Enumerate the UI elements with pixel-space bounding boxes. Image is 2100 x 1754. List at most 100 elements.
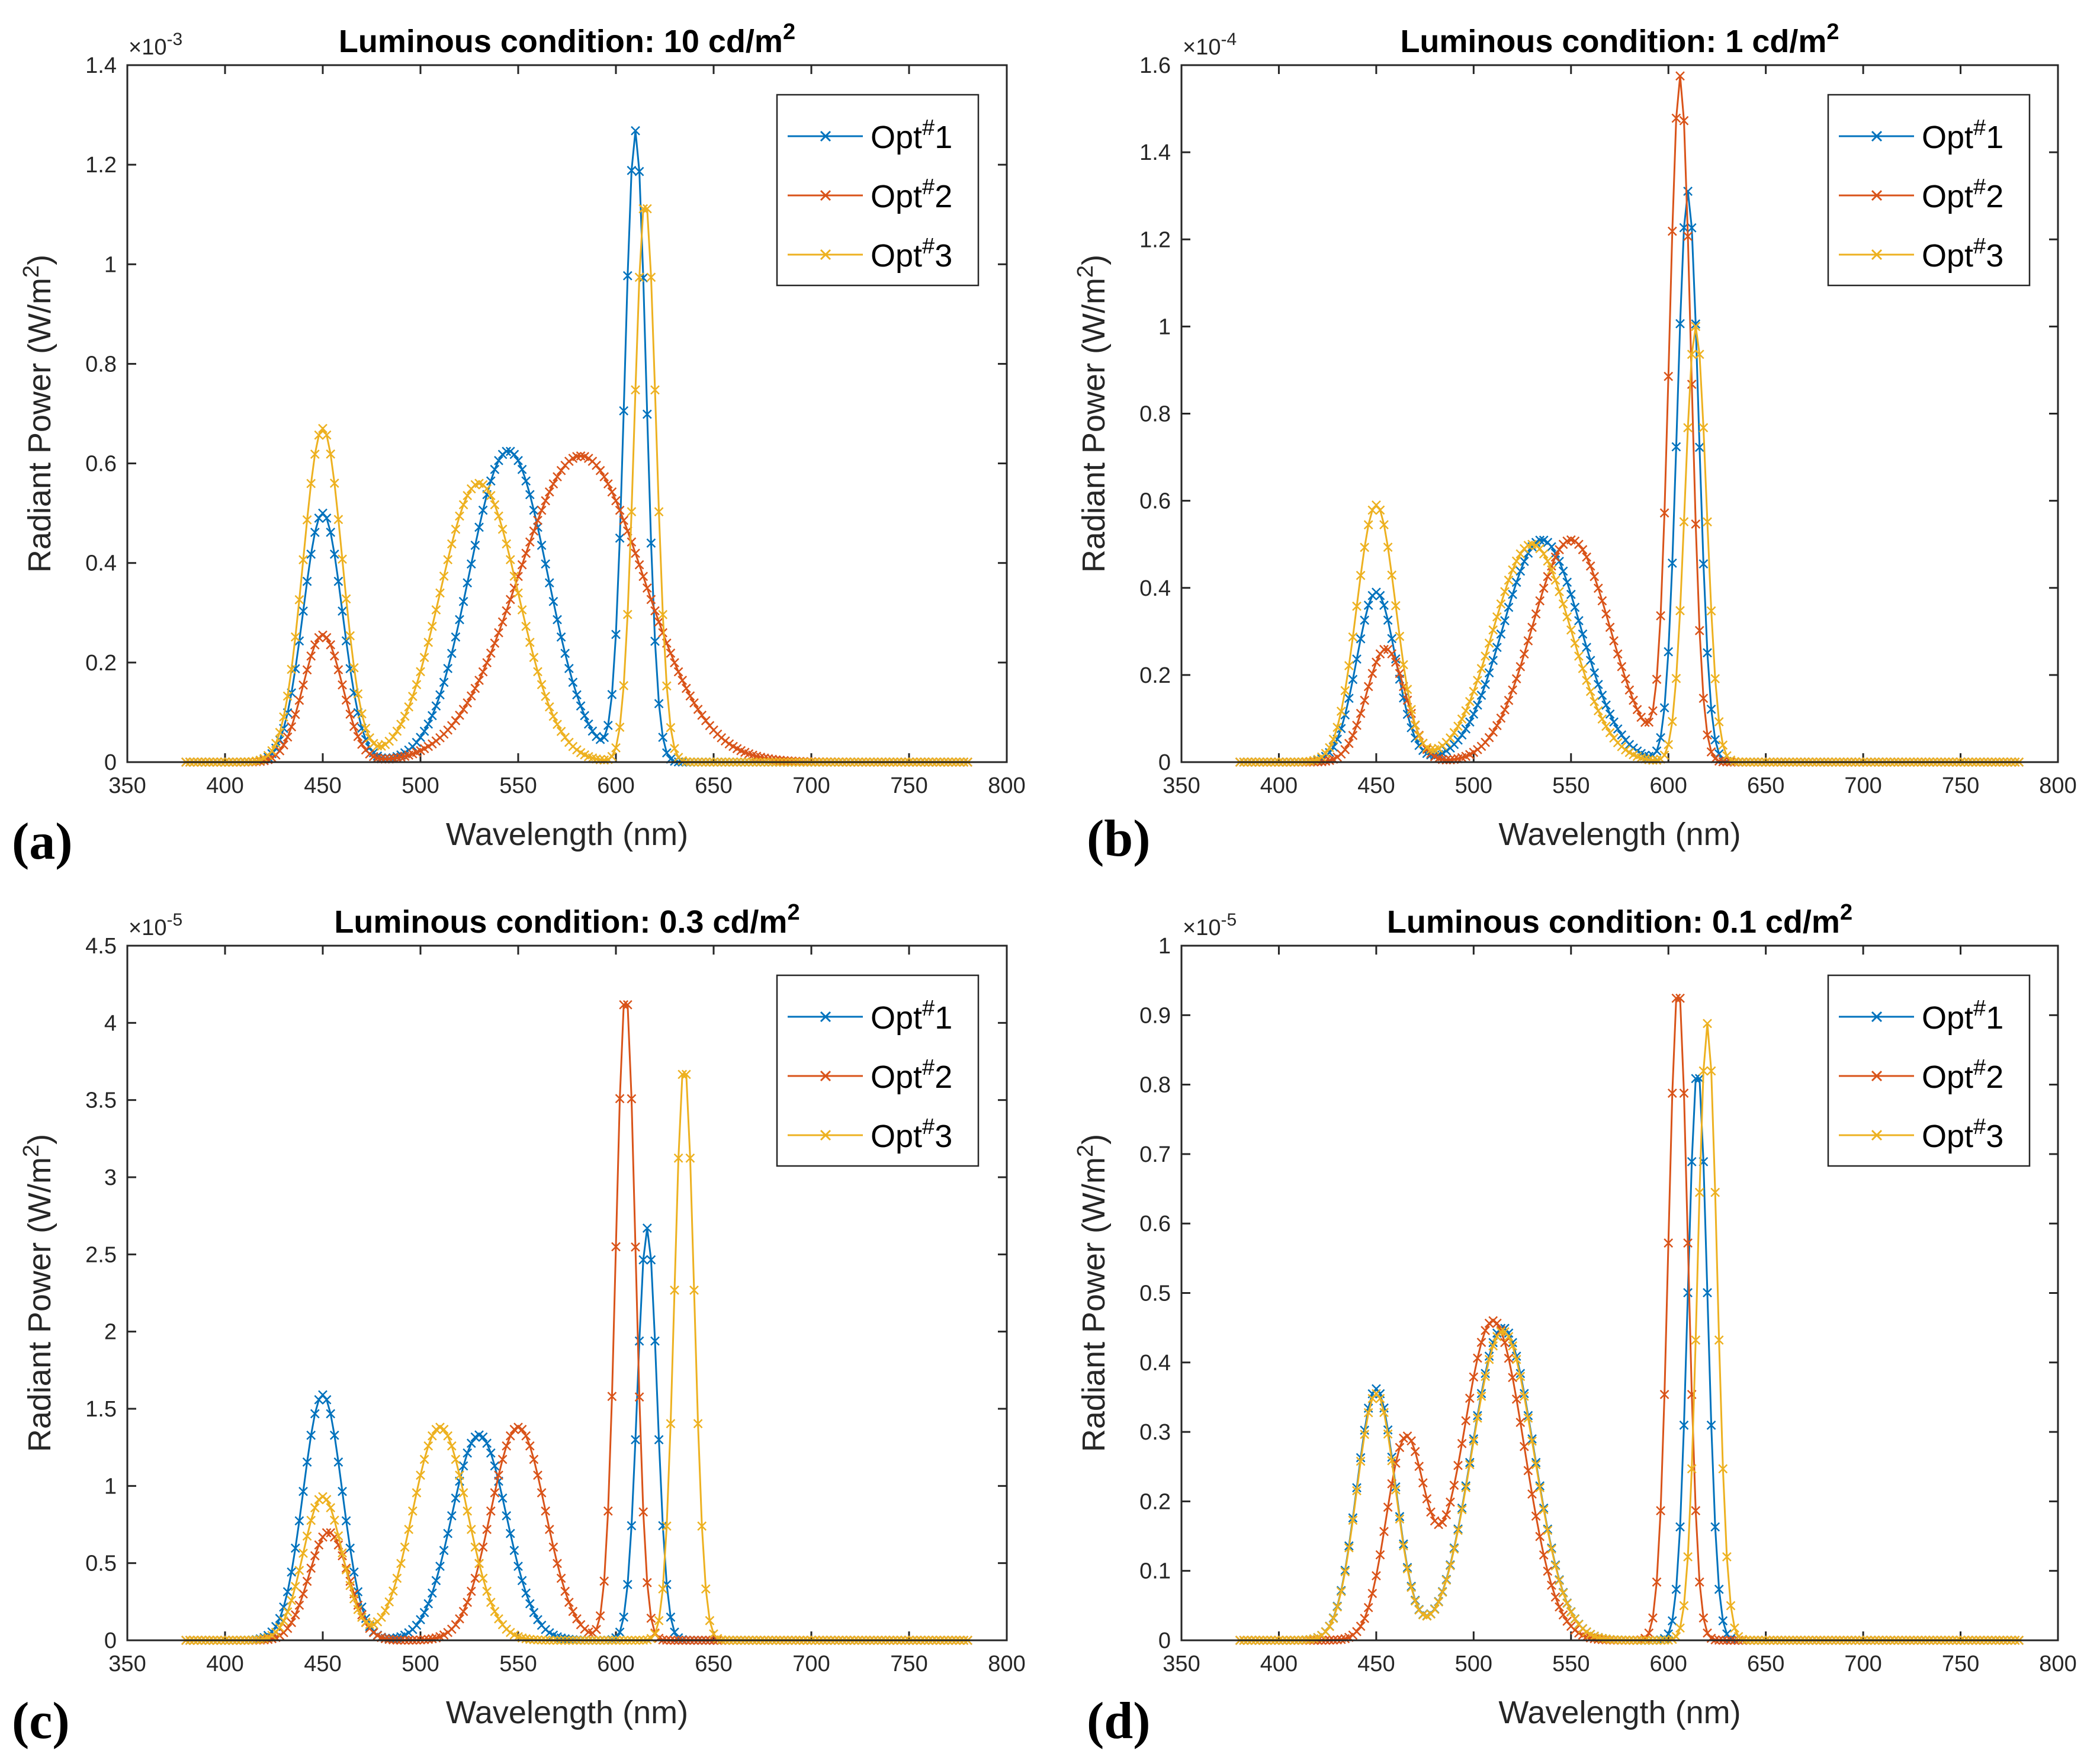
legend-marker-1 [1871,1011,1883,1023]
x-axis-label: Wavelength (nm) [1498,817,1741,852]
y-tick-label: 3 [104,1165,117,1190]
title-superscript: 2 [787,900,799,925]
x-tick-label: 550 [1552,1652,1590,1676]
y-tick-label: 0.8 [1139,1073,1171,1098]
x-tick-label: 500 [402,773,439,798]
legend-base: Opt [1922,1059,1973,1095]
y-tick-label: 0.1 [1139,1559,1171,1584]
y-label-superscript: 2 [19,265,44,278]
x-tick-label: 700 [1844,1652,1881,1676]
y-tick-label: 0.4 [1139,576,1171,601]
legend-box [776,94,980,287]
legend-sup: # [922,996,935,1021]
y-tick-label: 1.5 [85,1397,117,1422]
y-axis-label: Radiant Power (W/m2) [19,1134,57,1452]
y-tick-label: 1 [104,252,117,277]
chart-title: Luminous condition: 1 cd/m2 [1400,20,1839,59]
legend-number: 3 [935,238,952,274]
legend-base: Opt [871,1059,922,1095]
y-label-tail: ) [22,1134,57,1145]
legend-base: Opt [871,179,922,214]
y-label-text: Radiant Power (W/m [22,278,57,573]
legend-base: Opt [871,120,922,155]
y-tick-label: 0.5 [1139,1281,1171,1306]
legend-entry-3: Opt#3 [871,1114,952,1154]
y-tick-label: 0.9 [1139,1003,1171,1028]
x-tick-label: 600 [1650,773,1687,798]
y-label-text: Radiant Power (W/m [1076,1157,1112,1452]
exponent-label: ×10-4 [1183,30,1237,60]
y-tick-label: 1.4 [85,53,117,78]
legend-base: Opt [1922,238,1973,274]
title-text: Luminous condition: 10 cd/m [339,24,783,59]
x-tick-label: 700 [1844,773,1881,798]
legend-marker-2 [1871,1070,1883,1082]
y-label-tail: ) [22,255,57,265]
x-tick-label: 500 [402,1652,439,1676]
legend-sup: # [1973,115,1986,140]
legend-sup: # [1973,175,1986,200]
y-tick-label: 0.2 [1139,663,1171,688]
exponent-base: ×10 [129,35,166,60]
x-axis-label: Wavelength (nm) [1498,1695,1741,1730]
x-tick-label: 800 [2039,1652,2076,1676]
legend-base: Opt [1922,1119,1973,1154]
legend-sup: # [922,175,935,200]
legend-entry-2: Opt#2 [1922,175,2003,214]
x-axis-label: Wavelength (nm) [446,1695,688,1730]
legend-number: 1 [935,1000,952,1036]
title-text: Luminous condition: 1 cd/m [1400,24,1826,59]
chart-title: Luminous condition: 10 cd/m2 [339,20,795,59]
y-label-superscript: 2 [19,1145,44,1157]
y-tick-label: 1.6 [1139,53,1171,78]
legend-marker-3 [1871,249,1883,261]
legend-number: 2 [935,179,952,214]
x-tick-label: 650 [1747,1652,1784,1676]
x-tick-label: 750 [1942,773,1979,798]
legend-entry-1: Opt#1 [871,115,952,155]
x-tick-label: 800 [988,1652,1025,1676]
y-tick-label: 1 [1158,934,1171,959]
y-tick-label: 4.5 [85,934,117,959]
axes-frame [1180,945,2059,1641]
x-axis-label: Wavelength (nm) [446,817,688,852]
y-tick-label: 0 [1158,750,1171,775]
chart-title: Luminous condition: 0.3 cd/m2 [334,900,799,940]
y-label-tail: ) [1076,1134,1112,1145]
legend-box [1827,94,2031,287]
exponent-power: -5 [1221,910,1237,930]
title-superscript: 2 [1840,900,1852,925]
exponent-label: ×10-5 [129,910,182,940]
legend-box [1827,974,2031,1167]
legend-number: 3 [1986,1119,2003,1154]
x-tick-label: 400 [1260,773,1298,798]
legend-sup: # [1973,1114,1986,1139]
y-tick-label: 3.5 [85,1088,117,1113]
y-axis-label: Radiant Power (W/m2) [1073,255,1112,573]
x-tick-label: 350 [108,773,146,798]
exponent-power: -3 [166,30,182,49]
y-tick-label: 4 [104,1011,117,1036]
exponent-base: ×10 [1183,35,1221,60]
title-text: Luminous condition: 0.3 cd/m [334,904,787,940]
title-superscript: 2 [783,20,795,44]
legend-marker-3 [820,249,831,261]
x-tick-label: 600 [1650,1652,1687,1676]
y-tick-label: 2.5 [85,1242,117,1267]
x-tick-label: 450 [1357,773,1395,798]
legend-box [776,974,980,1167]
y-tick-label: 0.8 [1139,402,1171,427]
exponent-label: ×10-3 [129,30,182,60]
x-tick-label: 650 [1747,773,1784,798]
legend-base: Opt [871,1000,922,1036]
y-label-superscript: 2 [1073,1145,1098,1157]
x-tick-label: 400 [1260,1652,1298,1676]
legend-marker-2 [820,1070,831,1082]
legend-base: Opt [1922,1000,1973,1036]
legend-sup: # [1973,996,1986,1021]
y-tick-label: 0.2 [85,651,117,676]
